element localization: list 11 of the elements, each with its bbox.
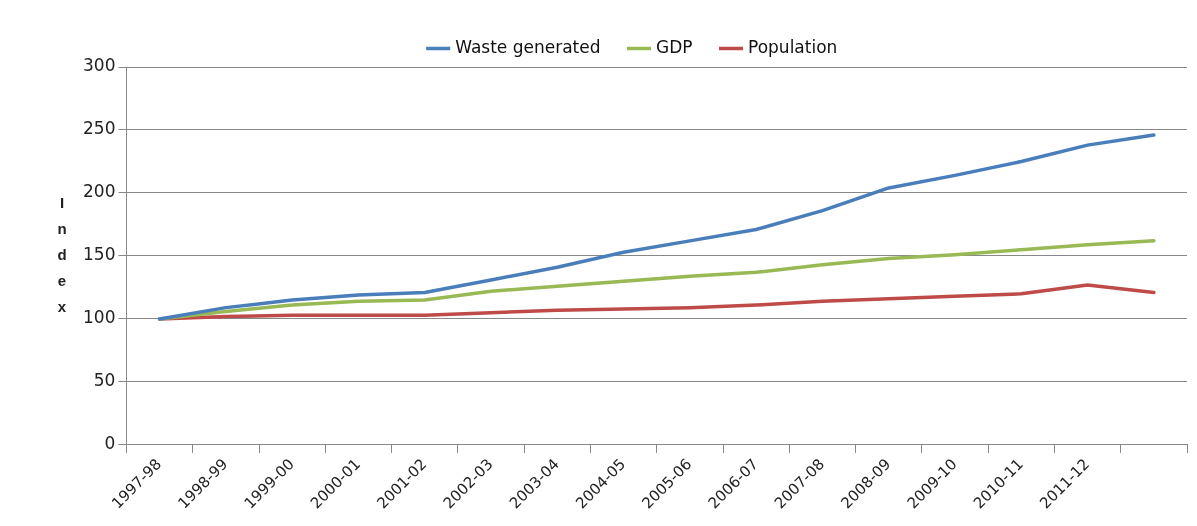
y-tick-label: 200 <box>82 181 116 202</box>
y-tick-label: 250 <box>82 118 116 139</box>
y-tick-label: 50 <box>93 370 116 391</box>
legend-label: Population <box>748 36 838 57</box>
y-tick-label: 100 <box>82 307 116 328</box>
y-tick-label: 0 <box>104 433 116 454</box>
legend-label: Waste generated <box>455 36 601 57</box>
y-tick-label: 300 <box>82 55 116 76</box>
y-axis-title: Index <box>57 194 67 316</box>
y-tick-label: 150 <box>82 244 116 265</box>
legend-label: GDP <box>656 36 693 57</box>
